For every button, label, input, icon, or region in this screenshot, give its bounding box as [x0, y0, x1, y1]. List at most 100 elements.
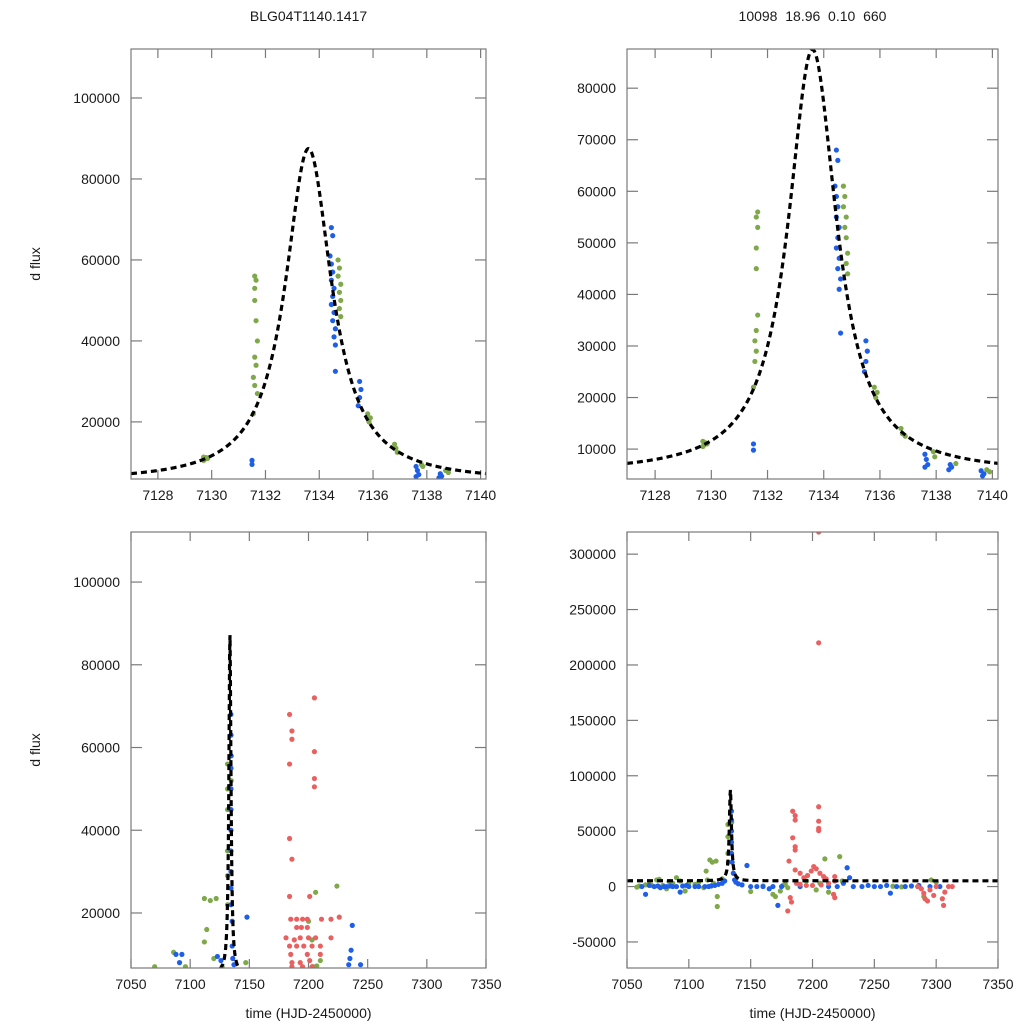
data-point-green: [932, 454, 938, 460]
data-point-green: [753, 245, 759, 251]
data-point-green: [252, 273, 258, 279]
y-tick-label: 60000: [81, 252, 120, 268]
data-point-red: [299, 916, 306, 922]
data-point-green: [336, 265, 343, 271]
data-point-red: [288, 951, 294, 957]
data-point-red: [790, 808, 796, 814]
plot-frame: [626, 531, 999, 969]
data-point-green: [213, 895, 219, 902]
y-axis-label: d flux: [27, 733, 43, 766]
x-tick-label: 7250: [859, 976, 890, 992]
data-point-blue: [778, 883, 785, 890]
data-point-red: [299, 964, 306, 968]
data-point-blue: [436, 475, 442, 479]
data-point-blue: [739, 882, 745, 888]
data-point-green: [825, 889, 832, 895]
x-tick-label: 7128: [640, 487, 671, 503]
data-point-blue: [863, 338, 869, 344]
data-point-green: [317, 957, 323, 964]
data-point-green: [753, 266, 759, 272]
data-point-green: [243, 960, 249, 966]
x-tick-label: 7138: [411, 487, 442, 503]
data-point-green: [253, 362, 259, 368]
y-tick-label: 50000: [577, 235, 616, 251]
data-point-green: [335, 257, 341, 263]
x-tick-label: 7300: [921, 976, 952, 992]
data-point-green: [336, 289, 343, 295]
data-point-red: [318, 916, 325, 922]
data-point-green: [201, 895, 207, 902]
x-tick-label: 7132: [250, 487, 281, 503]
data-point-red: [797, 881, 803, 887]
data-point-blue: [244, 914, 250, 920]
data-point-blue: [908, 883, 915, 889]
data-point-green: [250, 374, 256, 380]
data-point-red: [918, 886, 924, 892]
data-point-red: [818, 882, 824, 888]
y-tick-label: 30000: [577, 338, 616, 354]
data-point-green: [338, 297, 344, 304]
x-tick-label: 7200: [293, 976, 324, 992]
data-point-green: [207, 897, 213, 904]
data-point-green: [842, 193, 848, 200]
data-point-green: [703, 868, 709, 874]
data-point-red: [797, 870, 803, 876]
data-point-green: [420, 463, 426, 470]
data-point-blue: [922, 451, 928, 457]
data-point-blue: [748, 883, 754, 890]
plot-area: [627, 532, 998, 914]
data-point-red: [289, 960, 295, 966]
y-tick-label: 150000: [569, 712, 616, 728]
data-point-red: [804, 872, 811, 879]
data-point-red: [286, 761, 293, 767]
data-point-red: [307, 893, 313, 900]
data-point-green: [152, 964, 158, 968]
data-point-green: [748, 888, 754, 895]
data-point-red: [816, 818, 822, 824]
data-point-green: [843, 214, 849, 220]
panel-bottom-right: 7050 7100 7150 7200 7250 7300 7350 -50000 0 50000…: [569, 531, 1014, 1021]
data-point-green: [182, 964, 189, 968]
y-tick-label: 60000: [577, 183, 616, 199]
data-point-green: [700, 438, 706, 444]
title-right: 10098 18.96 0.10 660: [738, 8, 887, 24]
data-point-red: [317, 943, 323, 949]
data-point-blue: [349, 922, 355, 928]
data-point-red: [832, 895, 838, 901]
data-point-blue: [358, 386, 364, 393]
data-point-red: [294, 943, 300, 949]
data-point-red: [289, 964, 295, 968]
data-point-red: [816, 640, 822, 646]
data-point-blue: [702, 883, 708, 890]
data-point-blue: [863, 358, 869, 365]
data-point-green: [391, 441, 398, 447]
model-curve: [131, 146, 486, 476]
x-tick-label: 7100: [673, 976, 704, 992]
data-point-red: [309, 964, 315, 968]
data-point-green: [753, 214, 759, 220]
plot-area: [152, 635, 364, 968]
data-point-red: [786, 858, 792, 864]
x-tick-label: 7250: [352, 976, 383, 992]
data-point-green: [252, 285, 258, 291]
data-point-green: [338, 281, 344, 287]
data-point-red: [942, 889, 948, 895]
data-point-red: [785, 908, 791, 914]
y-tick-label: -50000: [572, 934, 616, 950]
data-point-blue: [937, 883, 943, 890]
data-point-red: [286, 711, 293, 718]
data-point-green: [898, 425, 904, 432]
data-point-red: [790, 835, 796, 841]
data-point-blue: [902, 883, 908, 890]
data-point-green: [753, 327, 759, 334]
data-point-red: [313, 935, 319, 941]
data-point-red: [305, 935, 312, 941]
data-point-blue: [357, 962, 364, 968]
x-tick-label: 7350: [470, 976, 501, 992]
data-point-blue: [330, 318, 336, 324]
data-point-green: [253, 318, 259, 324]
data-point-blue: [331, 334, 337, 340]
data-point-green: [874, 389, 880, 395]
plot-frame: [130, 48, 487, 480]
data-point-blue: [836, 286, 842, 292]
